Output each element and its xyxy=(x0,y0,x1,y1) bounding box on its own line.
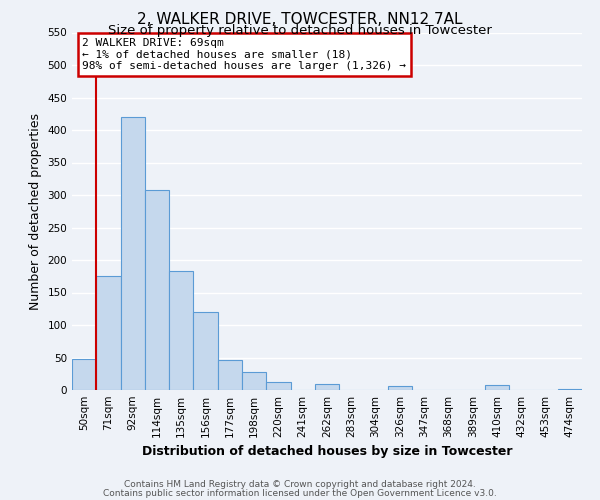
Bar xyxy=(315,384,339,390)
Text: Size of property relative to detached houses in Towcester: Size of property relative to detached ho… xyxy=(108,24,492,37)
X-axis label: Distribution of detached houses by size in Towcester: Distribution of detached houses by size … xyxy=(142,446,512,458)
Bar xyxy=(121,117,145,390)
Bar xyxy=(96,276,121,390)
Y-axis label: Number of detached properties: Number of detached properties xyxy=(29,113,42,310)
Text: 2, WALKER DRIVE, TOWCESTER, NN12 7AL: 2, WALKER DRIVE, TOWCESTER, NN12 7AL xyxy=(137,12,463,28)
Text: 2 WALKER DRIVE: 69sqm
← 1% of detached houses are smaller (18)
98% of semi-detac: 2 WALKER DRIVE: 69sqm ← 1% of detached h… xyxy=(82,38,406,71)
Text: Contains public sector information licensed under the Open Government Licence v3: Contains public sector information licen… xyxy=(103,488,497,498)
Bar xyxy=(558,388,582,390)
Bar xyxy=(145,190,169,390)
Bar xyxy=(388,386,412,390)
Bar xyxy=(242,372,266,390)
Text: Contains HM Land Registry data © Crown copyright and database right 2024.: Contains HM Land Registry data © Crown c… xyxy=(124,480,476,489)
Bar xyxy=(485,385,509,390)
Bar xyxy=(72,360,96,390)
Bar xyxy=(169,271,193,390)
Bar xyxy=(266,382,290,390)
Bar xyxy=(218,360,242,390)
Bar xyxy=(193,312,218,390)
